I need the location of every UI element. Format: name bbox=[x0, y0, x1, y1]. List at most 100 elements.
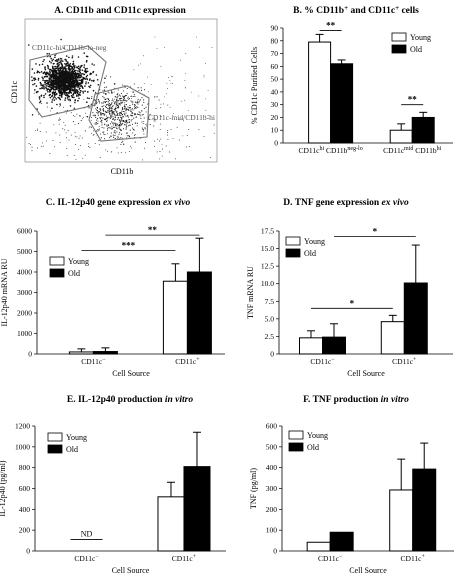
flow-event-dot bbox=[141, 104, 143, 106]
flow-event-dot bbox=[127, 109, 129, 111]
flow-event-dot bbox=[106, 107, 108, 109]
flow-event-dot bbox=[102, 95, 104, 97]
panel-c-y-label: IL-12p40 mRNA RU bbox=[0, 258, 9, 326]
flow-event-dot bbox=[172, 137, 174, 139]
flow-event-dot bbox=[117, 93, 119, 95]
flow-event-dot bbox=[144, 127, 146, 129]
flow-event-dot bbox=[49, 153, 51, 155]
flow-event-dot bbox=[59, 69, 62, 72]
flow-event-dot bbox=[137, 103, 139, 105]
flow-event-dot bbox=[116, 111, 118, 113]
flow-event-dot bbox=[108, 126, 110, 129]
flow-event-dot bbox=[82, 157, 84, 159]
flow-event-dot bbox=[79, 91, 81, 94]
flow-event-dot bbox=[52, 140, 54, 142]
flow-event-dot bbox=[38, 64, 41, 66]
flow-event-dot bbox=[159, 151, 161, 152]
flow-event-dot bbox=[169, 107, 171, 108]
flow-event-dot bbox=[34, 129, 36, 131]
flow-event-dot bbox=[46, 85, 48, 87]
flow-event-dot bbox=[60, 70, 63, 72]
flow-event-dot bbox=[66, 64, 69, 67]
flow-event-dot bbox=[120, 133, 123, 135]
flow-event-dot bbox=[128, 119, 130, 121]
flow-event-dot bbox=[117, 137, 119, 139]
flow-event-dot bbox=[136, 113, 139, 115]
flow-event-dot bbox=[159, 140, 160, 142]
flow-event-dot bbox=[88, 127, 90, 129]
flow-event-dot bbox=[94, 100, 96, 102]
flow-event-dot bbox=[83, 66, 85, 68]
flow-event-dot bbox=[63, 86, 66, 89]
flow-event-dot bbox=[102, 117, 104, 119]
flow-event-dot bbox=[63, 121, 65, 123]
flow-event-dot bbox=[61, 66, 64, 69]
flow-event-dot bbox=[138, 90, 139, 91]
flow-event-dot bbox=[114, 116, 116, 118]
flow-event-dot bbox=[92, 114, 94, 116]
flow-event-dot bbox=[109, 117, 111, 119]
flow-event-dot bbox=[66, 97, 69, 99]
panel-c-significance-label: *** bbox=[122, 240, 136, 250]
flow-event-dot bbox=[107, 127, 109, 129]
flow-event-dot bbox=[120, 112, 122, 114]
flow-event-dot bbox=[32, 114, 34, 116]
flow-event-dot bbox=[99, 108, 101, 110]
flow-event-dot bbox=[97, 123, 99, 125]
flow-event-dot bbox=[69, 69, 71, 71]
flow-event-dot bbox=[69, 83, 72, 85]
flow-event-dot bbox=[127, 135, 129, 137]
flow-event-dot bbox=[94, 143, 96, 145]
flow-event-dot bbox=[125, 109, 128, 111]
flow-event-dot bbox=[56, 59, 58, 61]
flow-event-dot bbox=[110, 136, 112, 137]
flow-event-dot bbox=[72, 92, 75, 94]
panel-f-x-label: Cell Source bbox=[349, 566, 387, 575]
flow-event-dot bbox=[55, 93, 58, 96]
flow-event-dot bbox=[71, 76, 74, 78]
flow-event-dot bbox=[127, 114, 129, 116]
flow-event-dot bbox=[104, 106, 107, 108]
flow-event-dot bbox=[107, 150, 109, 152]
flow-event-dot bbox=[149, 114, 151, 116]
flow-event-dot bbox=[78, 88, 81, 90]
panel-e-bar-young bbox=[157, 496, 185, 552]
panel-f-category-label: CD11c+ bbox=[401, 554, 426, 563]
flow-event-dot bbox=[47, 73, 50, 76]
flow-event-dot bbox=[138, 111, 140, 113]
flow-event-dot bbox=[54, 59, 57, 62]
flow-event-dot bbox=[56, 63, 58, 65]
flow-event-dot bbox=[137, 122, 139, 124]
flow-event-dot bbox=[59, 119, 61, 121]
flow-event-dot bbox=[48, 85, 51, 88]
flow-event-dot bbox=[61, 85, 64, 87]
flow-event-dot bbox=[106, 121, 108, 123]
flow-event-dot bbox=[61, 60, 64, 62]
flow-event-dot bbox=[64, 82, 67, 84]
flow-event-dot bbox=[46, 72, 49, 75]
panel-c-bar-old bbox=[186, 271, 212, 355]
flow-event-dot bbox=[100, 111, 102, 113]
panel-a-frame bbox=[24, 18, 218, 163]
flow-event-dot bbox=[143, 117, 145, 119]
flow-event-dot bbox=[132, 103, 134, 105]
flow-event-dot bbox=[78, 100, 79, 102]
panel-f-y-tick-label: 600 bbox=[266, 422, 278, 431]
panel-e: E. IL-12p40 production in vitro 0 200 400 6… bbox=[0, 395, 226, 575]
flow-event-dot bbox=[123, 98, 125, 100]
flow-event-dot bbox=[116, 98, 118, 100]
flow-event-dot bbox=[92, 70, 95, 73]
flow-event-dot bbox=[105, 111, 107, 114]
flow-event-dot bbox=[100, 121, 102, 123]
flow-event-dot bbox=[160, 123, 162, 125]
flow-event-dot bbox=[115, 127, 117, 129]
flow-event-dot bbox=[110, 116, 112, 118]
flow-event-dot bbox=[121, 119, 123, 121]
flow-event-dot bbox=[112, 116, 114, 118]
flow-event-dot bbox=[50, 62, 52, 64]
flow-event-dot bbox=[54, 71, 57, 74]
panel-b-bar-old bbox=[330, 63, 354, 144]
flow-event-dot bbox=[51, 74, 54, 76]
flow-event-dot bbox=[116, 111, 118, 114]
flow-event-dot bbox=[213, 124, 215, 126]
